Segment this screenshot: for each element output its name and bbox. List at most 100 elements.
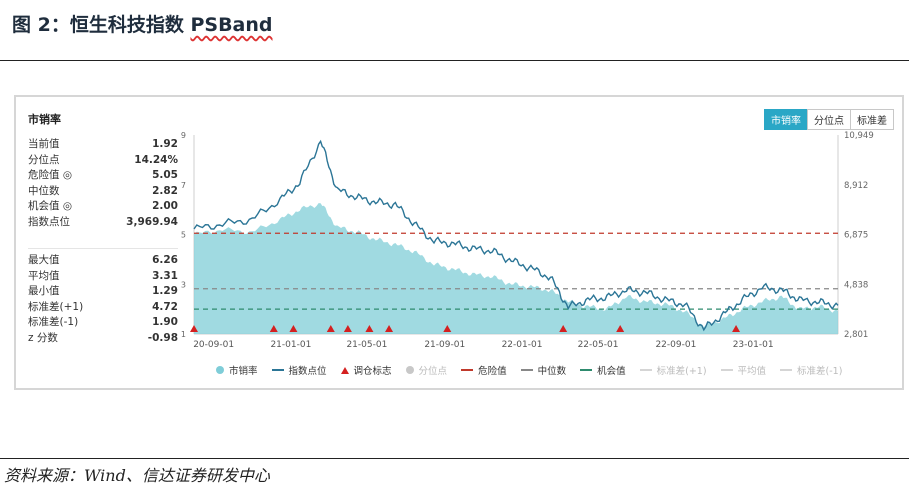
- stat-value: 2.00: [152, 200, 178, 212]
- legend-swatch-line: [271, 369, 284, 371]
- legend-label: 标准差(+1): [656, 366, 707, 377]
- legend-swatch-dot: [405, 366, 414, 374]
- legend-item-std-minus[interactable]: 标准差(-1): [780, 363, 842, 377]
- stat-row: 机会值 ◎ 2.00: [28, 199, 178, 215]
- legend-item-median[interactable]: 中位数: [520, 363, 567, 377]
- x-tick-label: 22-01-01: [502, 340, 543, 350]
- rebalance-marker: [289, 325, 298, 332]
- chart-legend: 市销率 指数点位 调仓标志 分位点 危险值 中位数 机会值 标准差(+1) 平均…: [216, 363, 856, 377]
- x-tick-label: 22-05-01: [578, 340, 619, 350]
- legend-label: 标准差(-1): [797, 366, 843, 377]
- stat-label: 当前值: [28, 138, 60, 150]
- right-tick-label: 2,801: [844, 330, 868, 340]
- rebalance-marker: [190, 325, 198, 332]
- legend-swatch-triangle: [340, 366, 349, 374]
- legend-label: 危险值: [478, 366, 507, 377]
- stat-value: -0.98: [147, 331, 178, 344]
- legend-item-mean[interactable]: 平均值: [720, 363, 767, 377]
- panel-title: 市销率: [28, 113, 61, 126]
- legend-label: 分位点: [418, 366, 448, 377]
- stat-value: 14.24%: [134, 153, 178, 166]
- stats-table: 当前值 1.92 分位点 14.24% 危险值 ◎ 5.05 中位数 2.82 机会值 …: [28, 137, 178, 346]
- right-tick-label: 4,838: [844, 280, 868, 290]
- stat-row: 分位点 14.24%: [28, 153, 178, 169]
- stat-label[interactable]: 机会值 ◎: [28, 200, 72, 212]
- stat-value: 1.90: [152, 316, 178, 328]
- rebalance-marker: [732, 325, 741, 332]
- left-tick-label: 3: [181, 280, 186, 289]
- legend-item-ps[interactable]: 市销率: [216, 363, 258, 377]
- legend-swatch-dot: [216, 366, 224, 374]
- stat-value: 2.82: [152, 184, 178, 197]
- stat-row: 中位数 2.82: [28, 184, 178, 200]
- legend-item-std-plus[interactable]: 标准差(+1): [639, 363, 707, 377]
- stat-label: 最大值: [28, 254, 60, 266]
- left-tick-label: 1: [181, 330, 186, 339]
- legend-item-rebalance[interactable]: 调仓标志: [340, 363, 392, 377]
- stat-label[interactable]: 危险值 ◎: [28, 169, 72, 181]
- rebalance-marker: [326, 325, 335, 332]
- top-divider: [0, 60, 909, 61]
- metric-tabs: 市销率 分位点 标准差: [764, 109, 894, 130]
- stat-value: 5.05: [152, 169, 178, 181]
- tab-stddev[interactable]: 标准差: [850, 109, 894, 130]
- rebalance-marker: [343, 325, 352, 332]
- x-tick-label: 22-09-01: [655, 340, 696, 350]
- tab-ps[interactable]: 市销率: [764, 109, 808, 130]
- legend-item-opportunity[interactable]: 机会值: [580, 363, 626, 377]
- stat-label: 指数点位: [28, 215, 70, 228]
- stat-row: z 分数 -0.98: [28, 331, 178, 347]
- figure-title: 图 2：恒生科技指数 PSBand: [12, 10, 273, 37]
- stat-value: 1.92: [152, 138, 178, 150]
- stat-label: 分位点: [28, 153, 60, 166]
- right-tick-label: 10,949: [844, 131, 874, 141]
- stat-label: 标准差(-1): [28, 316, 79, 328]
- x-tick-label: 23-01-01: [733, 340, 774, 350]
- stat-label: 标准差(+1): [28, 300, 84, 313]
- tab-percentile[interactable]: 分位点: [807, 109, 851, 130]
- figure-title-text: 图 2：恒生科技指数: [12, 14, 191, 36]
- legend-swatch-dash: [461, 369, 474, 371]
- stat-value: 3,969.94: [126, 215, 178, 228]
- x-tick-label: 21-01-01: [270, 340, 311, 350]
- legend-item-index[interactable]: 指数点位: [271, 363, 327, 377]
- legend-label: 指数点位: [288, 366, 327, 377]
- stat-row: 标准差(-1) 1.90: [28, 315, 178, 331]
- legend-swatch-dash: [520, 369, 533, 371]
- stat-row: 最大值 6.26: [28, 253, 178, 269]
- rebalance-marker: [385, 325, 394, 332]
- x-tick-label: 21-09-01: [424, 340, 465, 350]
- stat-row: 标准差(+1) 4.72: [28, 300, 178, 316]
- legend-label: 中位数: [537, 366, 567, 377]
- stat-label: 中位数: [28, 184, 60, 197]
- left-tick-label: 9: [181, 131, 186, 140]
- rebalance-marker: [365, 325, 374, 332]
- legend-item-percentile[interactable]: 分位点: [405, 363, 448, 377]
- stat-value: 1.29: [152, 285, 178, 297]
- stat-row: 危险值 ◎ 5.05: [28, 168, 178, 184]
- rebalance-marker: [616, 325, 625, 332]
- left-tick-label: 7: [181, 181, 186, 190]
- legend-label: 平均值: [737, 366, 767, 377]
- left-tick-label: 5: [181, 231, 186, 240]
- legend-swatch-dash: [580, 369, 593, 371]
- legend-label: 机会值: [597, 366, 626, 377]
- stat-label: 最小值: [28, 285, 60, 297]
- stat-label: 平均值: [28, 269, 60, 282]
- rebalance-marker: [269, 325, 278, 332]
- stat-label: z 分数: [28, 331, 58, 344]
- x-tick-label: 21-05-01: [346, 340, 387, 350]
- stat-value: 4.72: [152, 300, 178, 313]
- legend-item-danger[interactable]: 危险值: [461, 363, 507, 377]
- bottom-divider: [0, 458, 909, 459]
- stats-divider: [28, 230, 178, 249]
- index-line: [193, 139, 839, 332]
- legend-label: 市销率: [229, 366, 258, 377]
- ps-area: [194, 203, 838, 334]
- stat-value: 3.31: [152, 269, 178, 282]
- stat-row: 平均值 3.31: [28, 269, 178, 285]
- legend-label: 调仓标志: [353, 366, 392, 377]
- psband-chart: 1 3 5 7 9 2,801 4,838 6,875 8,912 10,949 20-09-01 2…: [181, 131, 874, 350]
- legend-swatch-dash: [720, 369, 733, 371]
- figure-title-psband: PSBand: [190, 14, 273, 36]
